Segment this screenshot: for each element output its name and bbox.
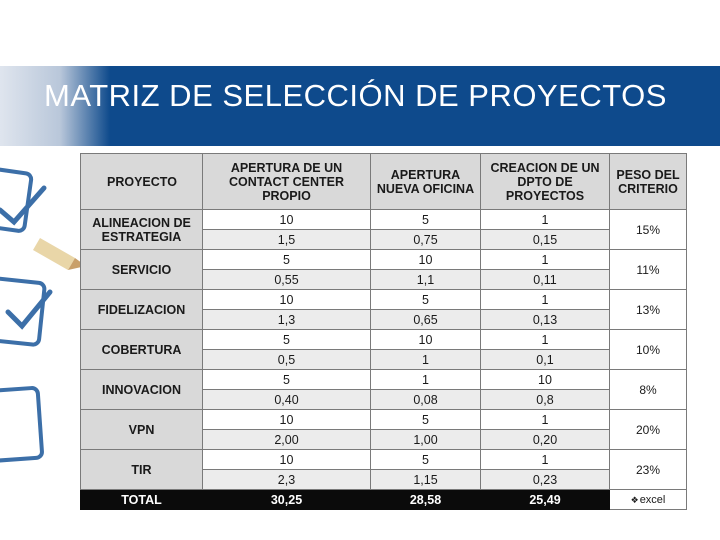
total-row: TOTAL 30,25 28,58 25,49 ❖excel bbox=[80, 489, 687, 510]
criterion-weight: 11% bbox=[609, 249, 687, 290]
weighted-score-cell: 2,3 bbox=[202, 469, 371, 490]
criterion-weighted-row: 0,55 1,1 0,11 bbox=[81, 269, 687, 290]
weighted-score-cell: 0,65 bbox=[370, 309, 481, 330]
score-cell: 5 bbox=[202, 329, 371, 350]
weighted-score-cell: 0,08 bbox=[370, 389, 481, 410]
criterion-weight: 23% bbox=[609, 449, 687, 490]
selection-matrix: PROYECTO APERTURA DE UN CONTACT CENTER P… bbox=[80, 153, 687, 510]
criterion-weighted-row: 2,3 1,15 0,23 bbox=[81, 469, 687, 490]
score-cell: 10 bbox=[202, 209, 371, 230]
weighted-score-cell: 1,00 bbox=[370, 429, 481, 450]
score-cell: 1 bbox=[480, 449, 610, 470]
weighted-score-cell: 0,40 bbox=[202, 389, 371, 410]
score-cell: 1 bbox=[480, 249, 610, 270]
criterion-weighted-row: 2,00 1,00 0,20 bbox=[81, 429, 687, 450]
criterion-score-row: FIDELIZACION 10 5 1 13% bbox=[80, 289, 687, 330]
total-value: 30,25 bbox=[202, 489, 371, 510]
score-cell: 5 bbox=[370, 409, 481, 430]
score-cell: 1 bbox=[480, 409, 610, 430]
score-cell: 5 bbox=[370, 209, 481, 230]
diamond-bullet-icon: ❖ bbox=[630, 494, 639, 505]
score-cell: 10 bbox=[480, 369, 610, 390]
criterion-weight: 8% bbox=[609, 369, 687, 410]
total-value: 28,58 bbox=[370, 489, 481, 510]
weighted-score-cell: 0,13 bbox=[480, 309, 610, 330]
source-note-text: excel bbox=[639, 493, 666, 506]
weighted-score-cell: 0,5 bbox=[202, 349, 371, 370]
score-cell: 1 bbox=[480, 329, 610, 350]
score-cell: 10 bbox=[202, 289, 371, 310]
score-cell: 5 bbox=[202, 369, 371, 390]
score-cell: 5 bbox=[370, 449, 481, 470]
page-title: MATRIZ DE SELECCIÓN DE PROYECTOS bbox=[44, 78, 667, 113]
weighted-score-cell: 1,5 bbox=[202, 229, 371, 250]
criterion-label: ALINEACION DE ESTRATEGIA bbox=[80, 209, 203, 250]
criterion-score-row: COBERTURA 5 10 1 10% bbox=[80, 329, 687, 370]
title-band bbox=[0, 66, 720, 146]
weighted-score-cell: 0,11 bbox=[480, 269, 610, 290]
header-dpto-proyectos: CREACION DE UN DPTO DE PROYECTOS bbox=[480, 153, 610, 210]
criterion-label: FIDELIZACION bbox=[80, 289, 203, 330]
source-note: ❖excel bbox=[609, 489, 687, 510]
header-peso: PESO DEL CRITERIO bbox=[609, 153, 687, 210]
criterion-weight: 13% bbox=[609, 289, 687, 330]
weighted-score-cell: 0,55 bbox=[202, 269, 371, 290]
criterion-score-row: INNOVACION 5 1 10 8% bbox=[80, 369, 687, 410]
checkbox-pencil-icon bbox=[0, 164, 86, 464]
score-cell: 1 bbox=[480, 209, 610, 230]
criterion-label: INNOVACION bbox=[80, 369, 203, 410]
criterion-weight: 20% bbox=[609, 409, 687, 450]
weighted-score-cell: 0,20 bbox=[480, 429, 610, 450]
criterion-score-row: ALINEACION DE ESTRATEGIA 10 5 1 15% bbox=[80, 209, 687, 250]
criterion-weight: 15% bbox=[609, 209, 687, 250]
criterion-weighted-row: 0,40 0,08 0,8 bbox=[81, 389, 687, 410]
criterion-label: TIR bbox=[80, 449, 203, 490]
weighted-score-cell: 1,3 bbox=[202, 309, 371, 330]
header-row: PROYECTO APERTURA DE UN CONTACT CENTER P… bbox=[80, 153, 687, 210]
score-cell: 10 bbox=[370, 329, 481, 350]
header-proyecto: PROYECTO bbox=[80, 153, 203, 210]
total-value: 25,49 bbox=[480, 489, 610, 510]
score-cell: 10 bbox=[202, 449, 371, 470]
weighted-score-cell: 0,1 bbox=[480, 349, 610, 370]
weighted-score-cell: 0,75 bbox=[370, 229, 481, 250]
score-cell: 5 bbox=[370, 289, 481, 310]
criterion-weighted-row: 0,5 1 0,1 bbox=[81, 349, 687, 370]
criterion-label: SERVICIO bbox=[80, 249, 203, 290]
score-cell: 5 bbox=[202, 249, 371, 270]
header-nueva-oficina: APERTURA NUEVA OFICINA bbox=[370, 153, 481, 210]
weighted-score-cell: 0,15 bbox=[480, 229, 610, 250]
header-contact-center: APERTURA DE UN CONTACT CENTER PROPIO bbox=[202, 153, 371, 210]
criterion-weight: 10% bbox=[609, 329, 687, 370]
matrix-table: PROYECTO APERTURA DE UN CONTACT CENTER P… bbox=[80, 153, 687, 510]
weighted-score-cell: 1,1 bbox=[370, 269, 481, 290]
weighted-score-cell: 1 bbox=[370, 349, 481, 370]
criterion-score-row: SERVICIO 5 10 1 11% bbox=[80, 249, 687, 290]
score-cell: 10 bbox=[202, 409, 371, 430]
weighted-score-cell: 1,15 bbox=[370, 469, 481, 490]
weighted-score-cell: 2,00 bbox=[202, 429, 371, 450]
criterion-label: COBERTURA bbox=[80, 329, 203, 370]
score-cell: 1 bbox=[370, 369, 481, 390]
weighted-score-cell: 0,8 bbox=[480, 389, 610, 410]
criterion-label: VPN bbox=[80, 409, 203, 450]
criterion-weighted-row: 1,5 0,75 0,15 bbox=[81, 229, 687, 250]
criterion-score-row: TIR 10 5 1 23% bbox=[80, 449, 687, 490]
weighted-score-cell: 0,23 bbox=[480, 469, 610, 490]
criterion-score-row: VPN 10 5 1 20% bbox=[80, 409, 687, 450]
total-label: TOTAL bbox=[80, 489, 203, 510]
criterion-weighted-row: 1,3 0,65 0,13 bbox=[81, 309, 687, 330]
score-cell: 1 bbox=[480, 289, 610, 310]
score-cell: 10 bbox=[370, 249, 481, 270]
